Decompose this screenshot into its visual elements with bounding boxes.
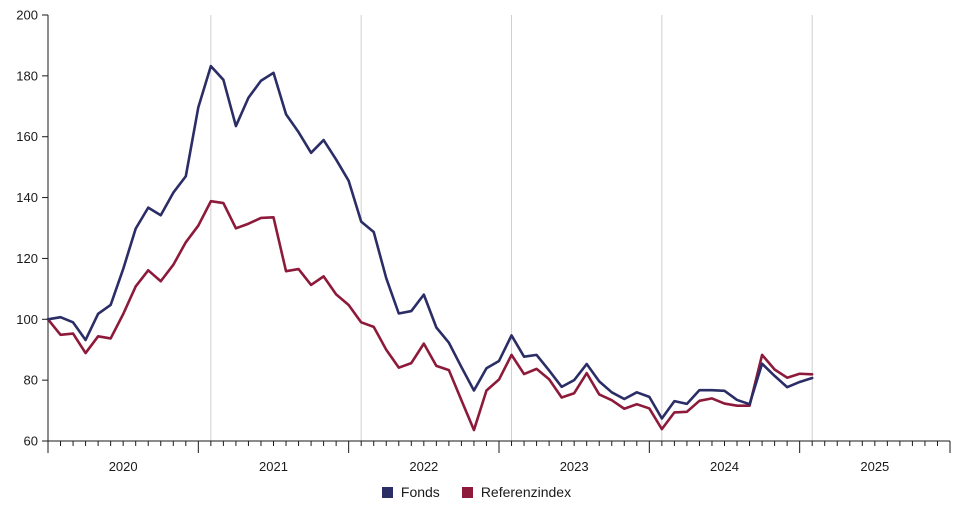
legend: Fonds Referenzindex [0,484,953,500]
x-tick-label-2025: 2025 [860,459,889,474]
legend-label-referenzindex: Referenzindex [480,484,572,500]
y-tick-label-100: 100 [16,312,38,327]
legend-item-referenzindex: Referenzindex [461,484,572,500]
x-tick-label-2022: 2022 [409,459,438,474]
y-tick-label-200: 200 [16,8,38,23]
legend-label-fonds: Fonds [400,484,440,500]
y-tick-label-120: 120 [16,251,38,266]
year-gridlines [210,15,813,441]
x-tick-label-2023: 2023 [560,459,589,474]
legend-item-fonds: Fonds [381,484,440,500]
series-line-fonds [46,64,814,420]
y-axis: 60 80 100 120 140 160 180 200 [16,8,49,449]
x-tick-label-2024: 2024 [710,459,739,474]
series-lines [46,64,814,432]
x-tick-label-2021: 2021 [259,459,288,474]
legend-swatch-fonds [381,486,393,498]
y-tick-label-60: 60 [24,434,38,449]
series-line-referenzindex [46,199,814,432]
x-axis: 2020 2021 2022 2023 2024 2025 [47,440,951,474]
x-tick-label-2020: 2020 [109,459,138,474]
y-tick-label-160: 160 [16,129,38,144]
legend-swatch-referenzindex [461,486,473,498]
y-tick-label-80: 80 [24,373,38,388]
y-tick-label-180: 180 [16,68,38,83]
y-tick-label-140: 140 [16,190,38,205]
